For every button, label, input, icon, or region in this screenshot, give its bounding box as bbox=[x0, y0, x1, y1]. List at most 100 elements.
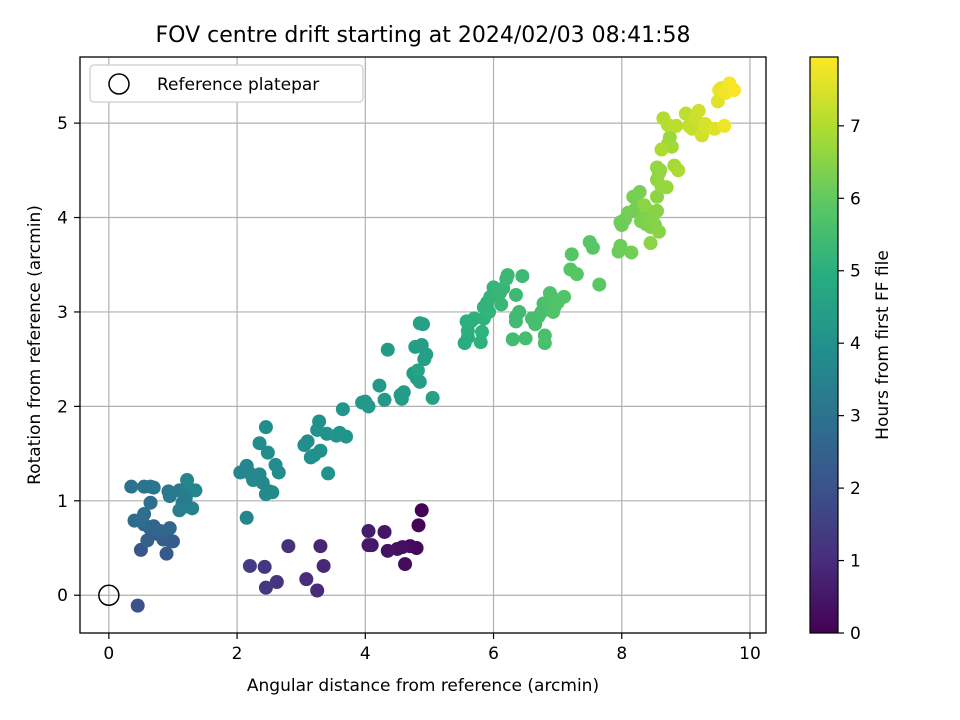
data-point bbox=[650, 203, 665, 218]
data-point bbox=[124, 479, 139, 494]
data-point bbox=[299, 572, 314, 587]
x-tick-label: 10 bbox=[739, 644, 761, 664]
grid-lines bbox=[80, 57, 766, 633]
data-point bbox=[257, 559, 272, 574]
data-point bbox=[178, 490, 193, 505]
data-point bbox=[265, 485, 280, 500]
x-tick-label: 0 bbox=[103, 644, 114, 664]
data-point bbox=[643, 236, 658, 251]
y-tick-label: 1 bbox=[57, 492, 68, 512]
data-point bbox=[271, 465, 286, 480]
data-point bbox=[659, 180, 674, 195]
colorbar-ticks: 0 1 2 3 4 5 6 7 bbox=[838, 117, 861, 644]
colorbar-tick-label: 5 bbox=[850, 262, 861, 282]
data-point bbox=[425, 390, 440, 405]
data-point bbox=[557, 289, 572, 304]
x-tick-label: 2 bbox=[232, 644, 243, 664]
data-point bbox=[140, 533, 155, 548]
y-tick-label: 3 bbox=[57, 303, 68, 323]
x-tick-label: 6 bbox=[488, 644, 499, 664]
data-point bbox=[650, 160, 665, 175]
data-point bbox=[410, 363, 425, 378]
data-point bbox=[252, 436, 267, 451]
colorbar: 0 1 2 3 4 5 6 7 Hours from first FF file bbox=[809, 56, 893, 644]
data-point bbox=[242, 558, 257, 573]
y-tick-label: 0 bbox=[57, 586, 68, 606]
legend-entry-reference-platepar: Reference platepar bbox=[157, 75, 319, 95]
data-point bbox=[474, 324, 489, 339]
data-point bbox=[564, 247, 579, 262]
data-point bbox=[313, 539, 328, 554]
data-point bbox=[726, 83, 741, 98]
data-point bbox=[494, 297, 509, 312]
colorbar-tick-label: 2 bbox=[850, 479, 861, 499]
x-axis-ticks: 0 2 4 6 8 10 bbox=[103, 633, 761, 664]
data-point bbox=[637, 198, 652, 213]
x-tick-label: 8 bbox=[616, 644, 627, 664]
colorbar-tick-label: 3 bbox=[850, 407, 861, 427]
data-point bbox=[321, 466, 336, 481]
data-point bbox=[467, 311, 482, 326]
data-point bbox=[518, 331, 533, 346]
data-point bbox=[377, 392, 392, 407]
data-point bbox=[316, 558, 331, 573]
chart-title: FOV centre drift starting at 2024/02/03 … bbox=[156, 23, 691, 48]
data-point bbox=[585, 240, 600, 255]
data-point bbox=[508, 314, 523, 329]
data-point bbox=[515, 269, 530, 284]
data-points bbox=[124, 76, 741, 613]
colorbar-label: Hours from first FF file bbox=[873, 250, 893, 440]
x-axis-label: Angular distance from reference (arcmin) bbox=[247, 676, 599, 696]
data-point bbox=[372, 378, 387, 393]
data-point bbox=[159, 546, 174, 561]
legend-marker bbox=[108, 73, 130, 95]
data-point bbox=[500, 268, 515, 283]
data-point bbox=[414, 503, 429, 518]
data-point bbox=[281, 539, 296, 554]
data-point bbox=[624, 245, 639, 260]
colorbar-tick-label: 1 bbox=[850, 552, 861, 572]
data-point bbox=[361, 399, 376, 414]
data-point bbox=[569, 267, 584, 282]
reference-platepar-marker bbox=[98, 584, 120, 606]
data-point bbox=[137, 507, 152, 522]
y-axis-label: Rotation from reference (arcmin) bbox=[25, 205, 45, 485]
data-point bbox=[654, 142, 669, 157]
data-point bbox=[335, 402, 350, 417]
plot-frame bbox=[79, 56, 767, 634]
data-point bbox=[313, 443, 328, 458]
y-tick-label: 5 bbox=[57, 114, 68, 134]
data-point bbox=[473, 335, 488, 350]
data-point bbox=[671, 163, 686, 178]
data-point bbox=[260, 445, 275, 460]
data-point bbox=[180, 473, 195, 488]
data-point bbox=[380, 543, 395, 558]
colorbar-gradient bbox=[809, 56, 839, 634]
data-point bbox=[632, 185, 647, 200]
data-point bbox=[412, 374, 427, 389]
x-tick-label: 4 bbox=[360, 644, 371, 664]
data-point bbox=[188, 483, 203, 498]
data-point bbox=[143, 495, 158, 510]
y-tick-label: 4 bbox=[57, 209, 68, 229]
data-point bbox=[396, 385, 411, 400]
y-axis-ticks: 0 1 2 3 4 5 bbox=[57, 114, 80, 606]
colorbar-tick-label: 6 bbox=[850, 189, 861, 209]
legend: Reference platepar bbox=[89, 64, 364, 103]
data-point bbox=[419, 347, 434, 362]
data-point bbox=[592, 277, 607, 292]
data-point bbox=[613, 238, 628, 253]
data-point bbox=[146, 480, 161, 495]
data-point bbox=[312, 414, 327, 429]
data-point bbox=[380, 342, 395, 357]
colorbar-tick-label: 7 bbox=[850, 117, 861, 137]
data-point bbox=[537, 336, 552, 351]
data-point bbox=[239, 510, 254, 525]
data-point bbox=[482, 304, 497, 319]
data-point bbox=[269, 575, 284, 590]
data-point bbox=[691, 103, 706, 118]
data-point bbox=[339, 429, 354, 444]
colorbar-tick-label: 0 bbox=[850, 624, 861, 644]
data-point bbox=[717, 118, 732, 133]
